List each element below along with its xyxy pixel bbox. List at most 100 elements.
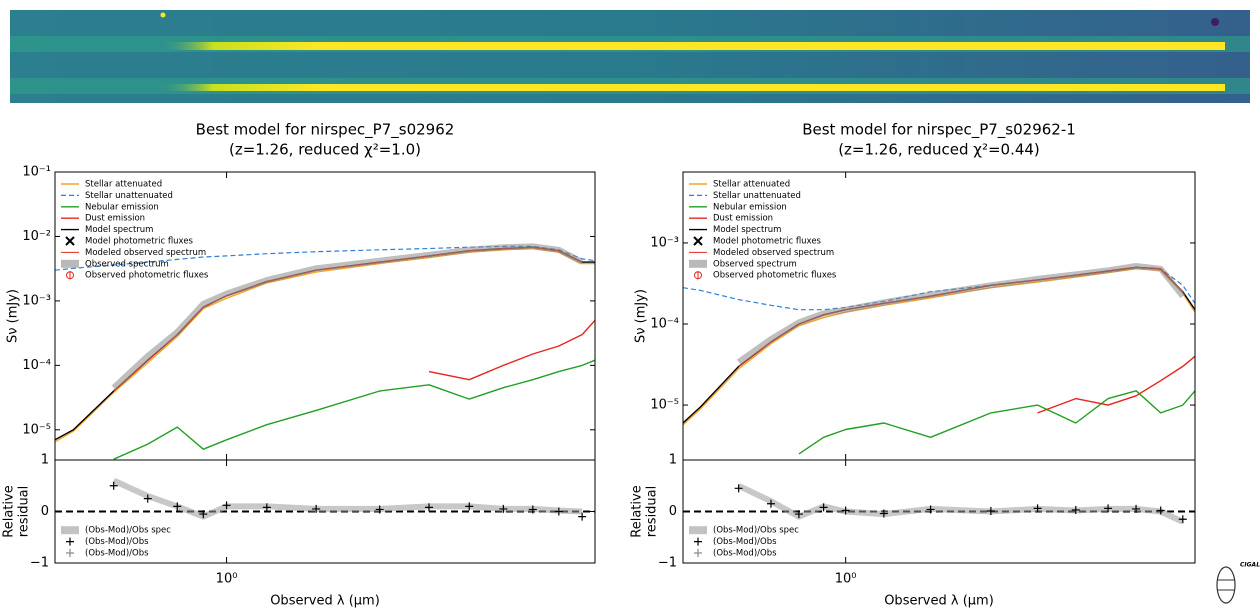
legend-label: (Obs-Mod)/Obs: [713, 537, 777, 547]
residual-marker: [766, 499, 775, 508]
residual-marker: [312, 504, 321, 513]
legend-label: Nebular emission: [85, 202, 159, 212]
residual-axis-label: Relative: [2, 485, 17, 537]
chart-subtitle: (z=1.26, reduced χ²=1.0): [229, 141, 421, 159]
residual-marker: [554, 507, 563, 516]
residual-band: [737, 483, 1185, 525]
legend-label: Dust emission: [713, 214, 773, 224]
series-line: [113, 359, 595, 460]
chart-title: Best model for nirspec_P7_s02962-1: [802, 121, 1076, 140]
series-line: [736, 263, 1186, 365]
residual-band: [112, 477, 583, 520]
series-line: [55, 245, 595, 271]
legend-glyph: [65, 236, 75, 246]
legend-label: Nebular emission: [713, 202, 787, 212]
residual-marker: [375, 505, 384, 514]
y-tick-label: 1: [41, 453, 49, 468]
residual-marker: [222, 501, 231, 510]
chart-subtitle: (z=1.26, reduced χ²=0.44): [838, 141, 1040, 159]
legend-glyph: [693, 236, 703, 246]
legend-glyph: [61, 526, 79, 535]
legend-label: Observed photometric fluxes: [713, 271, 837, 281]
residual-marker: [143, 494, 152, 503]
y-tick-label: 10⁻⁴: [22, 358, 51, 373]
y-tick-label: −1: [30, 556, 49, 571]
residual-axis-label: residual: [17, 486, 32, 538]
legend-label: Dust emission: [85, 214, 145, 224]
legend-label: (Obs-Mod)/Obs spec: [85, 526, 171, 536]
legend-label: Stellar attenuated: [713, 180, 790, 190]
x-axis-label: Observed λ (μm): [270, 594, 380, 609]
cigale-logo: CIGALE: [1216, 562, 1260, 604]
legend-label: (Obs-Mod)/Obs: [713, 549, 777, 559]
x-axis-label: Observed λ (μm): [884, 594, 994, 609]
legend-label: Model spectrum: [713, 225, 781, 235]
legend-label: Model spectrum: [85, 225, 153, 235]
residual-axis-label: residual: [645, 486, 660, 538]
residual-marker: [986, 506, 995, 515]
y-tick-label: 10⁻⁴: [650, 316, 679, 331]
sed-chart: Best model for nirspec_P7_s02962(z=1.26,…: [2, 121, 596, 609]
y-tick-label: 1: [669, 453, 677, 468]
y-tick-label: 10⁻²: [22, 229, 51, 244]
legend-label: Model photometric fluxes: [85, 237, 194, 247]
x-tick-label: 10⁰: [835, 572, 857, 587]
residual-marker: [109, 481, 118, 490]
legend-glyph: [694, 537, 702, 546]
residual-marker: [1132, 504, 1141, 513]
series-line: [428, 319, 595, 381]
legend-label: Stellar unattenuated: [713, 191, 801, 201]
residual-marker: [199, 510, 208, 519]
legend-label: Observed spectrum: [713, 259, 797, 269]
residual-marker: [734, 484, 743, 493]
logo-text: CIGALE: [1240, 562, 1260, 569]
y-tick-label: 10⁻⁵: [22, 422, 51, 437]
y-tick-label: 10⁻¹: [22, 165, 51, 180]
residual-marker: [528, 505, 537, 514]
residual-marker: [819, 503, 828, 512]
residual-marker: [926, 505, 935, 514]
residual-marker: [465, 502, 474, 511]
residual-marker: [578, 512, 587, 521]
series-line: [798, 390, 1195, 455]
residual-marker: [841, 506, 850, 515]
legend-label: Stellar unattenuated: [85, 191, 173, 201]
residual-frame: [682, 459, 1196, 564]
series-line: [1037, 355, 1195, 414]
y-tick-label: −1: [658, 556, 677, 571]
residual-marker: [424, 503, 433, 512]
residual-marker: [794, 510, 803, 519]
y-tick-label: 10⁻⁵: [650, 398, 679, 413]
y-tick-label: 0: [41, 504, 49, 519]
residual-marker: [1071, 505, 1080, 514]
legend-glyph: [689, 259, 707, 268]
chart-title: Best model for nirspec_P7_s02962: [196, 121, 455, 140]
legend-glyph: [66, 549, 74, 557]
residual-marker: [1104, 504, 1113, 513]
legend-label: (Obs-Mod)/Obs: [85, 537, 149, 547]
residual-axis-label: Relative: [630, 485, 645, 537]
legend-glyph: [689, 526, 707, 535]
x-tick-label: 10⁰: [216, 572, 238, 587]
series-line: [113, 246, 583, 392]
legend-label: Model photometric fluxes: [713, 237, 822, 247]
residual-marker: [1156, 506, 1165, 515]
y-tick-label: 0: [669, 504, 677, 519]
residual-marker: [173, 502, 182, 511]
residual-marker: [499, 504, 508, 513]
y-tick-label: 10⁻³: [650, 235, 679, 250]
y-axis-label: Sν (mJy): [634, 289, 649, 343]
series-line: [111, 243, 584, 390]
residual-frame: [54, 459, 596, 564]
legend-glyph: [61, 259, 79, 268]
legend-label: (Obs-Mod)/Obs spec: [713, 526, 799, 536]
legend-label: Observed spectrum: [85, 259, 169, 269]
legend-label: Modeled observed spectrum: [85, 248, 206, 258]
residual-marker: [1178, 515, 1187, 524]
spectrum-2d-image: [10, 10, 1250, 103]
legend-label: Modeled observed spectrum: [713, 248, 834, 258]
residual-marker: [1033, 504, 1042, 513]
residual-marker: [262, 503, 271, 512]
